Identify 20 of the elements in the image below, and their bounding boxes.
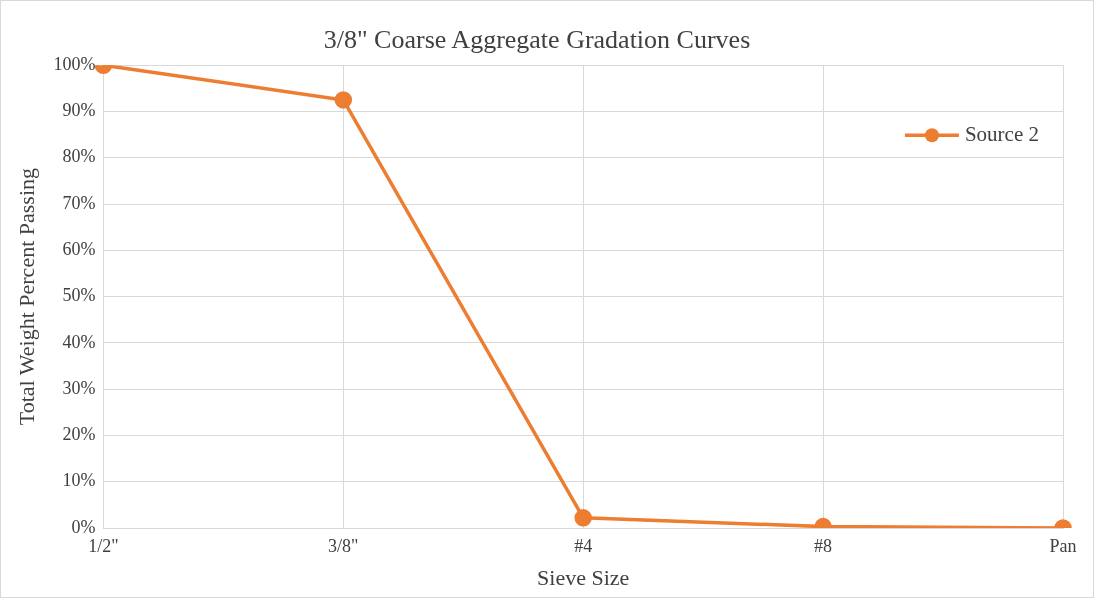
y-tick-label: 60% — [62, 239, 96, 260]
y-axis-title: Total Weight Percent Passing — [13, 168, 39, 426]
y-tick-label: 20% — [62, 424, 96, 445]
y-tick-label: 30% — [62, 377, 96, 398]
x-tick-label: #8 — [814, 535, 833, 556]
x-axis-title: Sieve Size — [537, 564, 630, 590]
y-tick-label: 90% — [62, 100, 96, 121]
chart-title: 3/8" Coarse Aggregate Gradation Curves — [323, 25, 751, 55]
x-tick-label: #4 — [574, 535, 593, 556]
y-tick-label: 80% — [62, 146, 96, 167]
y-tick-label: 50% — [62, 285, 96, 306]
y-tick-label: 0% — [71, 516, 96, 537]
y-tick-label: 40% — [62, 331, 96, 352]
y-tick-label: 10% — [62, 470, 96, 491]
x-tick-label: 3/8" — [328, 535, 359, 556]
legend-label: Source 2 — [964, 121, 1040, 146]
y-tick-label: 100% — [53, 53, 96, 74]
x-tick-label: Pan — [1049, 535, 1077, 556]
y-tick-label: 70% — [62, 192, 96, 213]
x-tick-label: 1/2" — [88, 535, 119, 556]
